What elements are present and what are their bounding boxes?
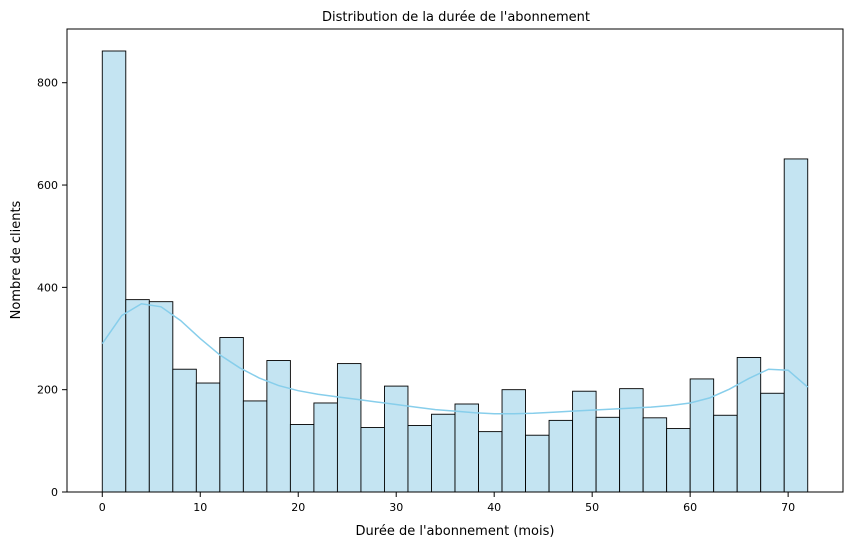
histogram-bar bbox=[360, 427, 385, 493]
histogram-bar bbox=[619, 388, 644, 493]
histogram-bar bbox=[219, 337, 244, 493]
histogram-bar bbox=[689, 378, 715, 493]
histogram-bar bbox=[289, 424, 315, 493]
y-tick-label: 200 bbox=[37, 384, 58, 397]
histogram-bar bbox=[760, 392, 785, 493]
histogram-bar bbox=[195, 382, 221, 493]
x-axis-ticks: 0 10 20 30 40 50 60 70 bbox=[99, 492, 795, 514]
y-tick-label: 0 bbox=[51, 486, 58, 499]
histogram-bar bbox=[525, 434, 550, 493]
histogram-bar bbox=[125, 299, 150, 493]
histogram-bar bbox=[713, 414, 738, 493]
x-tick-label: 10 bbox=[193, 501, 207, 514]
histogram-bar bbox=[478, 431, 503, 493]
histogram-bar bbox=[548, 419, 574, 493]
histogram-bar bbox=[336, 363, 362, 493]
kde-line bbox=[101, 302, 809, 415]
x-tick-label: 40 bbox=[487, 501, 501, 514]
histogram-bar bbox=[172, 368, 197, 493]
y-tick-label: 600 bbox=[37, 179, 58, 192]
x-tick-label: 30 bbox=[389, 501, 403, 514]
x-tick-label: 0 bbox=[99, 501, 106, 514]
y-axis-ticks: 0 200 400 600 800 bbox=[37, 77, 67, 499]
x-axis-label: Durée de l'abonnement (mois) bbox=[356, 524, 555, 539]
x-tick-label: 70 bbox=[781, 501, 795, 514]
histogram-bar bbox=[666, 428, 691, 493]
histogram-bar bbox=[266, 360, 291, 493]
x-tick-label: 60 bbox=[683, 501, 697, 514]
chart-title: Distribution de la durée de l'abonnement bbox=[322, 10, 590, 25]
histogram-bar bbox=[101, 50, 127, 493]
bars-group bbox=[101, 50, 809, 493]
histogram-bar bbox=[595, 416, 621, 493]
x-tick-label: 50 bbox=[585, 501, 599, 514]
histogram-bar bbox=[313, 402, 338, 493]
histogram-bar bbox=[454, 403, 479, 493]
histogram-bar bbox=[642, 417, 668, 493]
histogram-bar bbox=[407, 425, 432, 493]
plot-frame bbox=[66, 28, 844, 493]
histogram-bar bbox=[783, 158, 809, 493]
histogram-bar bbox=[384, 385, 409, 493]
histogram-bar bbox=[501, 389, 526, 493]
y-tick-label: 400 bbox=[37, 281, 58, 294]
y-axis-label: Nombre de clients bbox=[9, 200, 24, 319]
y-tick-label: 800 bbox=[37, 77, 58, 90]
histogram-bar bbox=[148, 301, 174, 493]
histogram-bar bbox=[431, 413, 456, 493]
histogram-bar bbox=[242, 400, 268, 493]
x-tick-label: 20 bbox=[291, 501, 305, 514]
histogram-bar bbox=[572, 390, 597, 493]
